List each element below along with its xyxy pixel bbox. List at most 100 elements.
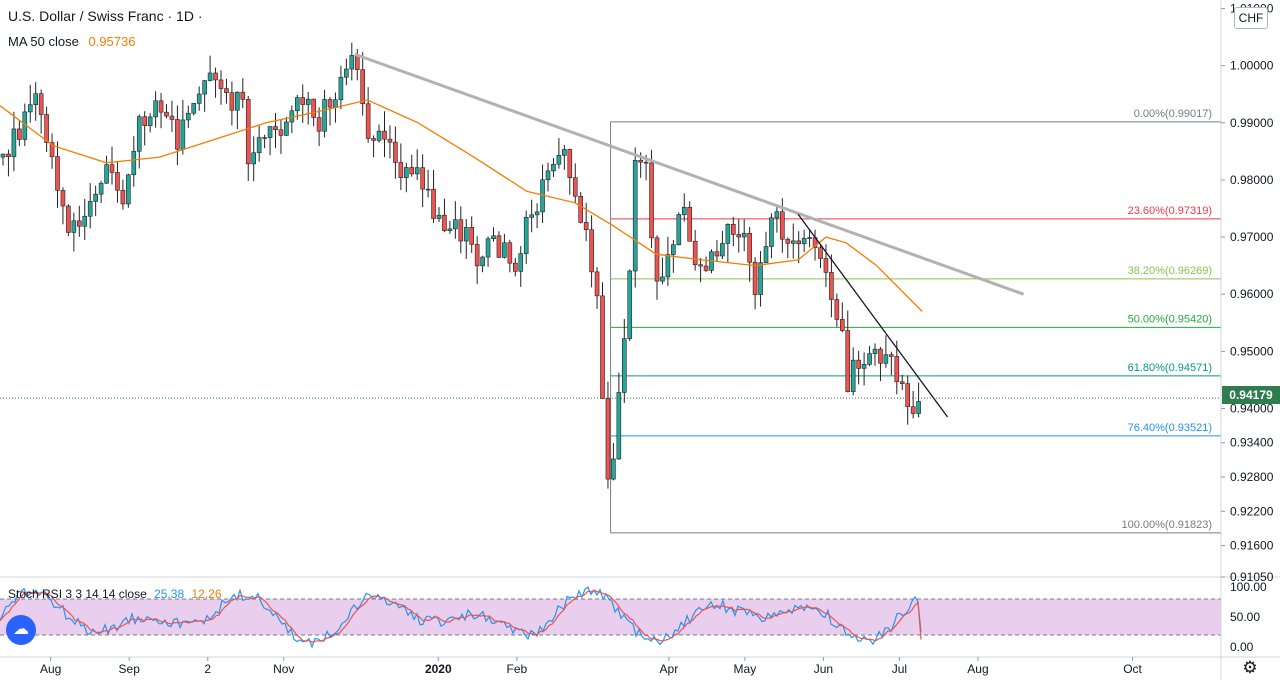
last-price-label: 0.94179: [1222, 386, 1280, 404]
fibonacci-retracement[interactable]: 0.00%(0.99017) 23.60%(0.97319) 38.20%(0.96…: [610, 108, 1221, 534]
candle-body: [894, 356, 900, 383]
candle-body: [305, 98, 311, 105]
candle-body: [600, 295, 605, 399]
candle-body: [512, 262, 518, 272]
currency-badge[interactable]: CHF: [1234, 7, 1268, 29]
ma50-series: [0, 99, 923, 312]
candle-body: [38, 93, 44, 115]
candle-body: [785, 238, 791, 244]
candle-body: [327, 99, 333, 108]
trendlines[interactable]: [354, 52, 1025, 418]
fib-level-label: 38.20%(0.96269): [1128, 265, 1212, 277]
stoch-rsi-label[interactable]: Stoch RSI 3 3 14 14 close: [8, 587, 147, 601]
candle-body: [202, 80, 207, 95]
candle-body: [578, 195, 584, 223]
candle-body: [371, 138, 376, 141]
candle-body: [807, 237, 812, 239]
candle-body: [77, 220, 82, 227]
stoch-tick-label: 0.00: [1230, 640, 1254, 654]
ma50-line: [0, 99, 923, 312]
candle-body: [485, 238, 491, 258]
candle-body: [823, 258, 829, 273]
candle-body: [333, 99, 338, 108]
candle-body: [616, 392, 622, 460]
y-tick-label: 0.97000: [1230, 230, 1274, 244]
candle-body: [278, 129, 284, 136]
candle-body: [687, 206, 693, 242]
stoch-rsi-pane[interactable]: 100.00 50.00 0.00: [0, 580, 1267, 654]
candle-body: [747, 232, 752, 263]
y-tick-label: 0.92800: [1230, 470, 1274, 484]
candle-body: [850, 359, 856, 392]
candle-body: [316, 117, 322, 132]
candle-body: [790, 240, 796, 244]
candle-body: [376, 130, 382, 141]
candle-body: [676, 214, 682, 245]
candle-body: [611, 458, 616, 480]
candle-body: [180, 119, 186, 150]
fib-level-label: 0.00%(0.99017): [1134, 108, 1212, 120]
candle-body: [463, 227, 469, 242]
stoch-tick-label: 50.00: [1230, 610, 1260, 624]
candle-body: [6, 153, 11, 158]
candle-body: [567, 149, 573, 178]
candle-body: [453, 219, 458, 230]
stoch-rsi-legend: Stoch RSI 3 3 14 14 close 25.38 12.26: [8, 587, 222, 601]
candle-body: [780, 211, 785, 240]
candle-body: [801, 237, 807, 245]
candle-body: [491, 235, 496, 240]
candle-body: [284, 121, 289, 136]
trendline-lower[interactable]: [797, 213, 949, 418]
candle-body: [507, 242, 513, 264]
candle-body: [867, 353, 872, 365]
candle-body: [660, 276, 665, 282]
candle-body: [856, 359, 861, 369]
gear-icon[interactable]: ⚙: [1242, 658, 1258, 677]
candle-body: [235, 91, 240, 111]
candle-body: [322, 99, 327, 132]
candle-body: [393, 141, 398, 163]
candle-body: [698, 264, 703, 267]
fib-level-label: 23.60%(0.97319): [1128, 205, 1212, 217]
y-tick-label: 1.00000: [1230, 59, 1274, 73]
stoch-band: [0, 599, 1221, 635]
candle-body: [158, 100, 164, 113]
ma-value: 0.95736: [88, 34, 136, 49]
candle-body: [899, 381, 905, 384]
trendline-upper[interactable]: [354, 52, 1025, 296]
candle-body: [213, 72, 218, 81]
candle-body: [643, 161, 649, 164]
candle-body: [556, 155, 562, 165]
symbol-title[interactable]: U.S. Dollar / Swiss Franc · 1D ·: [8, 8, 203, 24]
candle-body: [403, 167, 409, 178]
candle-body: [910, 406, 916, 414]
candle-body: [169, 115, 175, 120]
candle-body: [251, 152, 256, 165]
candle-body: [267, 126, 273, 138]
x-tick-label: Jun: [814, 662, 833, 676]
x-tick-label: Nov: [273, 662, 294, 676]
candle-body: [720, 243, 725, 257]
candle-body: [66, 205, 71, 233]
y-tick-label: 0.98000: [1230, 173, 1274, 187]
candle-body: [245, 99, 251, 165]
candle-body: [774, 211, 780, 219]
candle-body: [730, 223, 736, 235]
candle-body: [638, 159, 643, 163]
candle-body: [534, 211, 540, 216]
y-tick-label: 0.95000: [1230, 344, 1274, 358]
tradingview-logo-icon[interactable]: ☁: [6, 615, 36, 645]
candle-body: [474, 244, 480, 267]
candle-body: [436, 214, 442, 219]
stoch-k-value: 25.38: [154, 587, 185, 601]
stoch-d-line: [0, 589, 922, 643]
candle-body: [294, 97, 300, 112]
candle-body: [414, 167, 420, 175]
fib-level-label: 50.00%(0.95420): [1128, 313, 1212, 325]
candle-body: [300, 97, 306, 105]
candle-body: [829, 272, 834, 300]
x-tick-label: Jul: [892, 662, 907, 676]
ma-label[interactable]: MA 50 close: [8, 34, 79, 49]
candle-body: [147, 116, 153, 126]
